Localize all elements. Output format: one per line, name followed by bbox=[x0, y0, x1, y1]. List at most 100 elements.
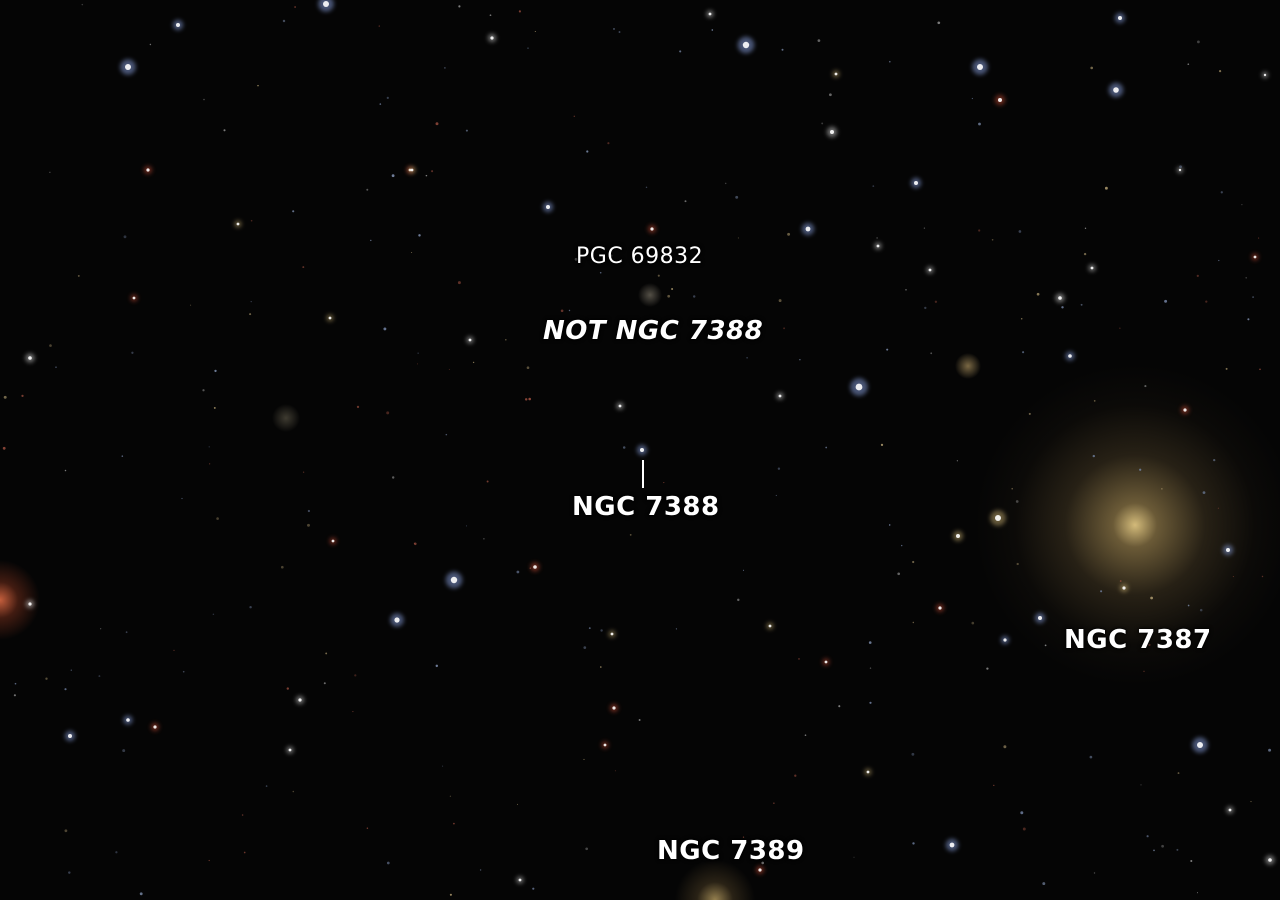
blue-star bbox=[542, 201, 554, 213]
faint-star bbox=[518, 10, 521, 13]
faint-star bbox=[1080, 303, 1083, 306]
faint-star bbox=[1218, 69, 1222, 73]
red-star bbox=[1251, 253, 1259, 261]
faint-star bbox=[1217, 507, 1220, 509]
faint-star bbox=[901, 544, 903, 547]
faint-star bbox=[534, 30, 536, 33]
faint-star bbox=[431, 170, 434, 173]
faint-star bbox=[64, 688, 67, 691]
faint-star bbox=[294, 6, 297, 8]
faint-star bbox=[1022, 351, 1025, 354]
faint-star bbox=[1220, 191, 1223, 194]
faint-star bbox=[386, 861, 390, 865]
faint-star bbox=[573, 115, 576, 118]
red-star bbox=[1180, 405, 1190, 415]
faint-star bbox=[1153, 849, 1155, 852]
faint-star bbox=[243, 851, 246, 854]
faint-star bbox=[45, 677, 48, 680]
faint-star bbox=[1218, 259, 1220, 262]
faint-star bbox=[876, 237, 878, 239]
faint-star bbox=[526, 366, 530, 370]
faint-star bbox=[618, 31, 621, 33]
faint-star bbox=[924, 306, 927, 310]
faint-star bbox=[934, 300, 938, 303]
faint-star bbox=[1197, 40, 1200, 44]
faint-star bbox=[98, 675, 101, 678]
faint-star bbox=[391, 174, 395, 178]
faint-star bbox=[1089, 755, 1093, 759]
faint-star bbox=[912, 560, 915, 564]
faint-star bbox=[1232, 576, 1234, 578]
faint-star bbox=[70, 669, 72, 671]
blue-star bbox=[1114, 12, 1126, 24]
blue-star bbox=[636, 444, 648, 456]
faint-star bbox=[121, 455, 124, 457]
faint-star bbox=[1187, 63, 1190, 66]
faint-star bbox=[1143, 670, 1145, 672]
faint-star bbox=[181, 497, 183, 500]
faint-star bbox=[930, 352, 933, 355]
white-star bbox=[286, 746, 294, 754]
faint-star bbox=[202, 389, 205, 392]
faint-star bbox=[125, 631, 128, 634]
faint-star bbox=[1199, 608, 1203, 612]
faint-star bbox=[588, 627, 591, 629]
faint-star bbox=[1104, 186, 1108, 190]
faint-star bbox=[1022, 827, 1026, 831]
faint-star bbox=[1020, 317, 1023, 320]
white-star bbox=[487, 33, 497, 43]
faint-star bbox=[821, 122, 824, 125]
faint-star bbox=[1179, 165, 1182, 169]
blue-star bbox=[737, 36, 755, 54]
faint-star bbox=[1202, 491, 1206, 494]
faint-star bbox=[986, 667, 989, 670]
faint-star bbox=[68, 871, 71, 874]
blue-star bbox=[390, 613, 404, 627]
faint-star bbox=[418, 234, 421, 237]
faint-star bbox=[457, 281, 461, 285]
faint-star bbox=[889, 60, 891, 63]
faint-star bbox=[657, 274, 660, 277]
blue-star bbox=[850, 378, 868, 396]
faint-star bbox=[516, 570, 520, 574]
faint-star bbox=[912, 842, 915, 845]
blue-star bbox=[172, 19, 184, 31]
faint-star bbox=[115, 851, 118, 854]
faint-star bbox=[417, 352, 419, 354]
faint-star bbox=[853, 856, 855, 858]
faint-star bbox=[783, 327, 786, 330]
faint-star bbox=[435, 122, 439, 126]
faint-star bbox=[302, 471, 305, 473]
red-star bbox=[601, 741, 609, 749]
blue-star bbox=[910, 177, 922, 189]
white-star bbox=[776, 392, 784, 400]
faint-star bbox=[1084, 227, 1087, 229]
faint-star bbox=[292, 790, 295, 793]
faint-star bbox=[527, 47, 529, 49]
faint-star bbox=[742, 569, 745, 571]
blue-star bbox=[120, 59, 136, 75]
faint-star bbox=[280, 565, 284, 569]
faint-star bbox=[465, 525, 468, 527]
faint-star bbox=[325, 652, 328, 655]
faint-star bbox=[1225, 367, 1228, 370]
faint-star bbox=[583, 758, 585, 760]
faint-star bbox=[213, 406, 216, 409]
faint-star bbox=[64, 469, 67, 472]
faint-star bbox=[2, 446, 6, 450]
faint-star bbox=[1164, 299, 1168, 303]
galaxy bbox=[1119, 583, 1129, 593]
faint-star bbox=[799, 359, 801, 361]
blue-star bbox=[945, 838, 959, 852]
faint-star bbox=[978, 229, 981, 232]
faint-star bbox=[190, 304, 192, 306]
blue-star bbox=[801, 222, 815, 236]
faint-star bbox=[249, 313, 252, 316]
faint-star bbox=[241, 814, 244, 816]
faint-star bbox=[1100, 590, 1103, 593]
faint-star bbox=[1093, 872, 1096, 874]
red-star bbox=[647, 224, 657, 234]
faint-star bbox=[585, 847, 589, 851]
faint-star bbox=[516, 803, 519, 805]
faint-star bbox=[250, 300, 252, 303]
